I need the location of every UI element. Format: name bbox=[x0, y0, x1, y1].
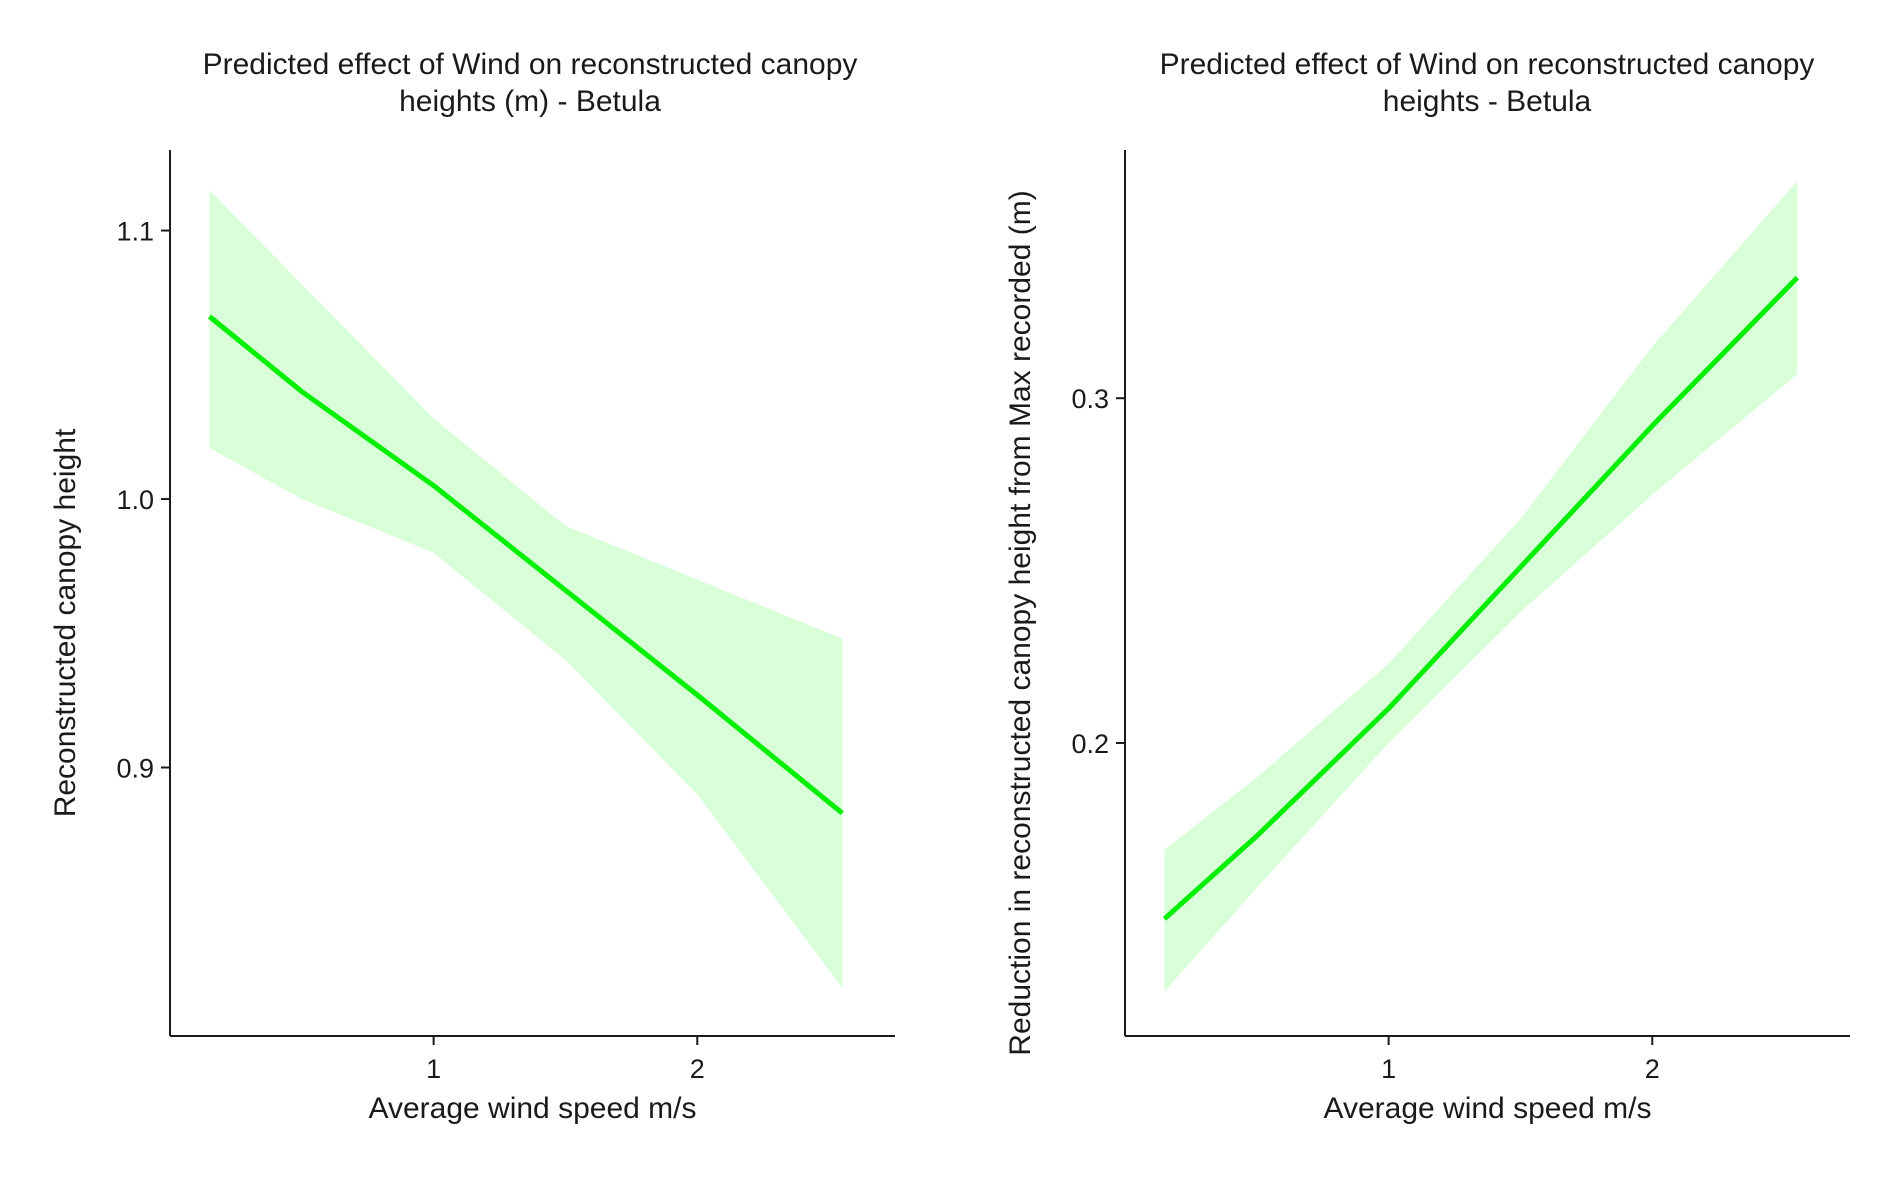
y-axis-label: Reduction in reconstructed canopy height… bbox=[1004, 190, 1037, 1055]
y-tick-label: 0.3 bbox=[1071, 384, 1109, 414]
x-tick-label: 1 bbox=[1381, 1054, 1396, 1084]
panel-right: 1 2 0.2 0.3 Predicted effect of Wind on reco… bbox=[1004, 48, 1850, 1125]
y-tick-label: 0.2 bbox=[1071, 729, 1109, 759]
chart-title-line: Predicted effect of Wind on reconstructe… bbox=[1160, 48, 1815, 81]
prediction-line bbox=[207, 314, 844, 816]
x-tick-label: 2 bbox=[690, 1054, 705, 1084]
x-tick-label: 1 bbox=[426, 1054, 441, 1084]
y-tick-label: 1.1 bbox=[116, 217, 154, 247]
x-tick-label: 2 bbox=[1645, 1054, 1660, 1084]
y-axis-label: Reconstructed canopy height bbox=[49, 428, 82, 817]
confidence-band bbox=[209, 190, 843, 988]
panel-left: 1 2 0.9 1.0 1.1 Predicted effect of Wind on r… bbox=[49, 48, 895, 1125]
confidence-band bbox=[1164, 181, 1798, 992]
y-tick-label: 0.9 bbox=[116, 754, 154, 784]
chart-title-line: Predicted effect of Wind on reconstructe… bbox=[203, 48, 858, 81]
prediction-line bbox=[1162, 275, 1800, 921]
x-axis-label: Average wind speed m/s bbox=[369, 1092, 697, 1125]
chart-title-line: heights - Betula bbox=[1383, 85, 1592, 118]
y-tick-label: 1.0 bbox=[116, 485, 154, 515]
chart-title-line: heights (m) - Betula bbox=[399, 85, 661, 118]
x-axis-label: Average wind speed m/s bbox=[1324, 1092, 1652, 1125]
